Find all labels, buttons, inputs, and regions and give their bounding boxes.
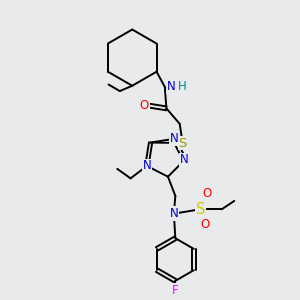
Text: N: N bbox=[169, 132, 178, 146]
Text: S: S bbox=[196, 202, 205, 217]
Text: N: N bbox=[142, 159, 151, 172]
Text: O: O bbox=[200, 218, 210, 231]
Text: O: O bbox=[140, 99, 149, 112]
Text: N: N bbox=[169, 207, 178, 220]
Text: N: N bbox=[167, 80, 176, 93]
Text: O: O bbox=[202, 187, 211, 200]
Text: S: S bbox=[178, 136, 187, 149]
Text: F: F bbox=[172, 284, 179, 297]
Text: N: N bbox=[180, 153, 189, 167]
Text: H: H bbox=[178, 80, 186, 93]
